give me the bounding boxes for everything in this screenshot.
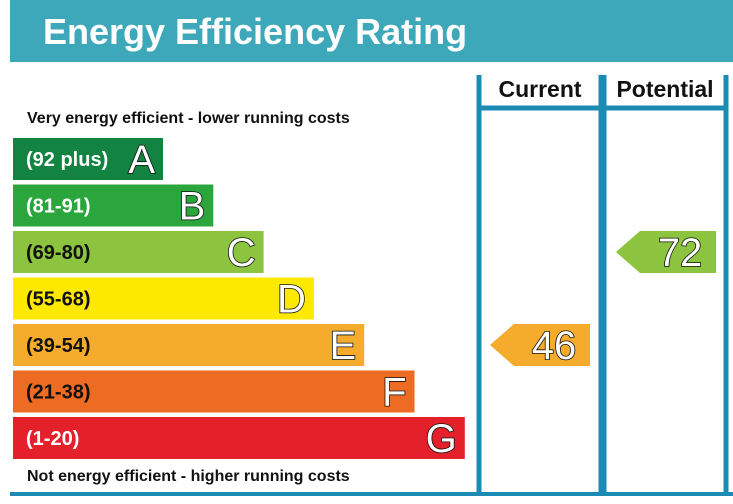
rating-arrows: 46 72 — [490, 230, 716, 369]
column-divider — [723, 75, 729, 494]
column-divider — [598, 75, 604, 494]
column-divider — [601, 75, 607, 494]
band-range: (81-91) — [26, 196, 90, 218]
band-letter: E — [330, 324, 357, 368]
band-range: (69-80) — [26, 242, 90, 264]
band-letter: B — [179, 185, 206, 229]
band-bar — [13, 417, 465, 459]
efficient-caption: Very energy efficient - lower running co… — [27, 110, 350, 127]
rating-value: 72 — [658, 231, 703, 275]
column-header-current: Current — [498, 76, 581, 102]
band-b: (81-91) B — [13, 184, 214, 229]
potential-rating: 72 — [616, 230, 716, 276]
current-rating: 46 — [490, 323, 590, 369]
band-range: (92 plus) — [26, 149, 108, 171]
band-d: (55-68) D — [13, 277, 314, 322]
band-e: (39-54) E — [13, 323, 365, 369]
rating-arrow-shape — [490, 324, 590, 366]
band-bar — [13, 277, 314, 320]
band-bar — [13, 370, 415, 413]
band-letter: D — [277, 278, 306, 322]
band-c: (69-80) C — [13, 230, 264, 276]
header-underline — [476, 105, 729, 111]
band-letter: C — [227, 231, 256, 275]
band-bar — [13, 324, 365, 366]
band-bar — [13, 184, 214, 227]
band-range: (39-54) — [26, 335, 90, 357]
rating-bands: (92 plus) A(81-91) B(69-80) C(55-68) D(39-54… — [13, 137, 465, 462]
band-range: (1-20) — [26, 428, 79, 450]
band-range: (55-68) — [26, 289, 90, 311]
band-a: (92 plus) A — [13, 137, 163, 183]
band-g: (1-20) G — [13, 416, 465, 462]
chart-frame: Current Potential Very energy efficient - … — [10, 75, 733, 496]
bottom-rule — [10, 492, 733, 496]
title-bar: Energy Efficiency Rating — [10, 0, 733, 62]
band-letter: F — [382, 371, 406, 415]
band-bar — [13, 138, 163, 180]
band-letter: A — [128, 138, 155, 182]
band-range: (21-38) — [26, 382, 90, 404]
inefficient-caption: Not energy efficient - higher running co… — [27, 468, 350, 485]
column-divider — [476, 75, 482, 494]
column-header-potential: Potential — [616, 76, 713, 102]
band-bar — [13, 231, 264, 273]
band-letter: G — [426, 417, 457, 461]
chart-title: Energy Efficiency Rating — [43, 11, 468, 52]
rating-arrow-shape — [616, 231, 716, 273]
band-f: (21-38) F — [13, 370, 415, 415]
rating-value: 46 — [532, 324, 577, 368]
